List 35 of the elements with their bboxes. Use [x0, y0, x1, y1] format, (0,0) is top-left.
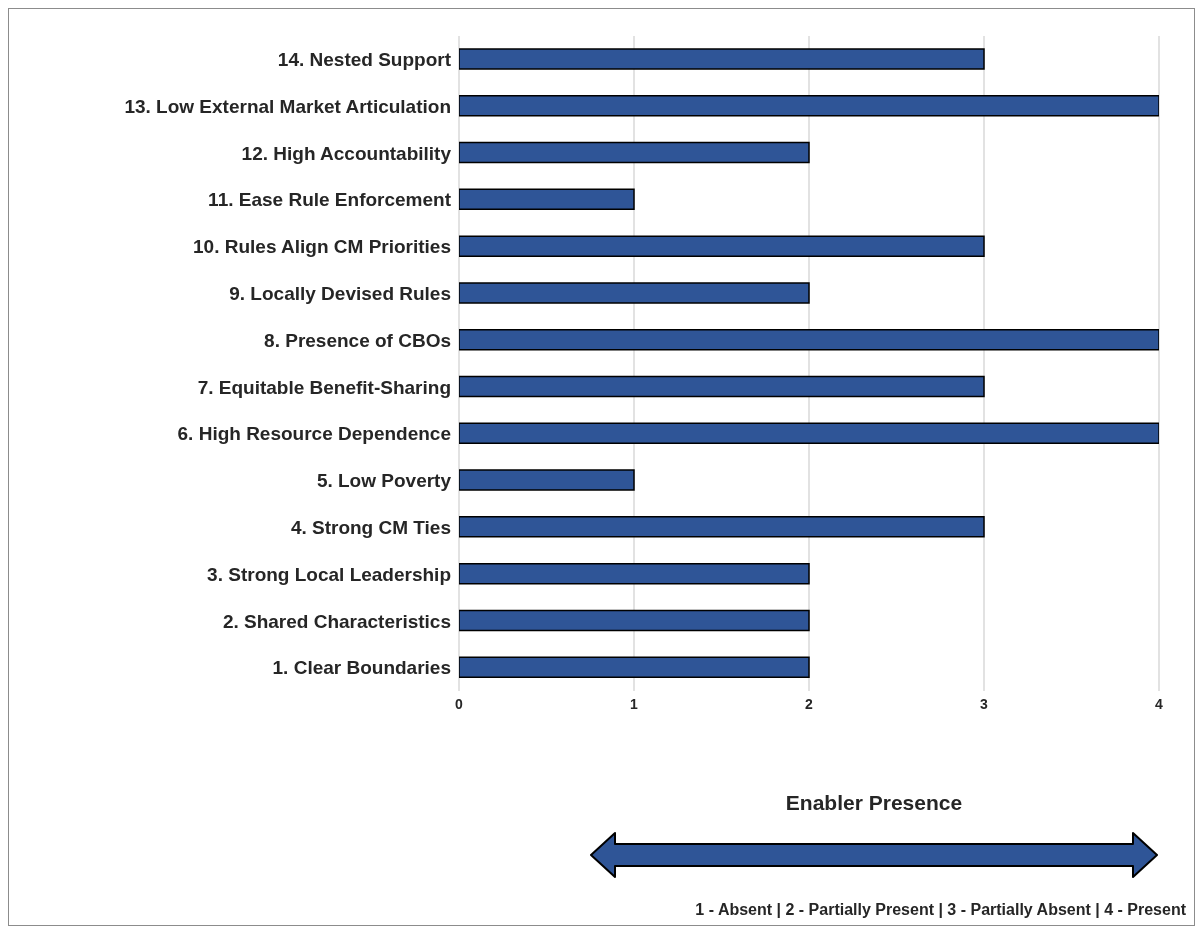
y-tick-label: 4. Strong CM Ties	[290, 516, 451, 538]
bar	[459, 422, 1159, 445]
y-tick-label: 10. Rules Align CM Priorities	[193, 236, 451, 258]
y-tick-label: 7. Equitable Benefit-Sharing	[197, 376, 451, 398]
bar	[459, 328, 1159, 351]
y-tick-label: 11. Ease Rule Enforcement	[208, 189, 452, 211]
y-tick-label: 6. High Resource Dependence	[177, 423, 451, 445]
bar	[459, 656, 810, 678]
y-tick-label: 8. Presence of CBOs	[264, 329, 451, 351]
bar	[459, 235, 985, 257]
x-tick-label: 0	[455, 695, 464, 712]
y-tick-label: 12. High Accountability	[241, 142, 452, 164]
bar	[459, 562, 810, 585]
bar	[459, 48, 985, 70]
y-tick-label: 14. Nested Support	[277, 49, 452, 71]
x-axis-title: Enabler Presence	[784, 791, 964, 815]
bar	[459, 375, 985, 398]
bar	[459, 516, 985, 538]
y-tick-label: 5. Low Poverty	[316, 470, 452, 492]
bar	[459, 282, 810, 304]
bar	[459, 95, 1159, 117]
bar	[459, 469, 635, 491]
x-tick-label: 1	[630, 695, 639, 712]
bar	[459, 188, 635, 211]
y-tick-label: 3. Strong Local Leadership	[207, 563, 451, 585]
y-tick-label: 9. Locally Devised Rules	[229, 283, 451, 305]
y-tick-label: 2. Shared Characteristics	[222, 610, 451, 632]
y-tick-label: 13. Low External Market Articulation	[124, 95, 451, 117]
bar	[459, 609, 810, 632]
x-tick-label: 2	[805, 695, 814, 712]
text: 1 - Absent | 2 - Partially Present | 3 - Partially Absent | 4 - Present	[695, 901, 1186, 919]
x-tick-label: 3	[980, 695, 989, 712]
y-tick-label: 1. Clear Boundaries	[272, 657, 451, 679]
bar	[459, 141, 810, 164]
x-tick-label: 4	[1155, 695, 1164, 712]
